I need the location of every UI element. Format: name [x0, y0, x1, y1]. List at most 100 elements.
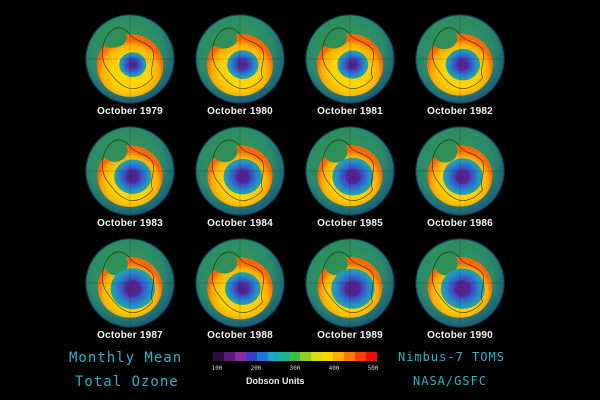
ozone-globe	[85, 14, 175, 104]
scale-tick-label: 200	[250, 365, 262, 372]
ozone-globe	[415, 126, 505, 216]
ozone-panel: October 1982	[408, 12, 512, 120]
scale-tick-label: 300	[289, 365, 301, 372]
scale-swatch	[213, 352, 225, 361]
panel-label: October 1979	[97, 106, 163, 117]
hole-core	[344, 280, 362, 297]
ozone-globe	[85, 126, 175, 216]
ozone-panel: October 1981	[298, 12, 402, 120]
source-line-2: NASA/GSFC	[413, 374, 488, 388]
globe-rim	[85, 238, 175, 328]
ozone-gap	[210, 27, 238, 49]
globe-rim	[305, 14, 395, 104]
ozone-gap	[323, 139, 348, 163]
ozone-globe	[415, 238, 505, 328]
ozone-gap	[434, 251, 458, 276]
ozone-globe	[85, 238, 175, 328]
ozone-panel: October 1988	[188, 236, 292, 344]
scale-swatch	[300, 352, 312, 361]
globe-rim	[305, 126, 395, 216]
scale-swatch	[311, 352, 323, 361]
hole-core	[345, 168, 361, 185]
ozone-globe	[305, 238, 395, 328]
panel-label: October 1985	[317, 218, 383, 229]
ozone-gap	[211, 251, 238, 274]
ozone-panel: October 1979	[78, 12, 182, 120]
ozone-globe	[305, 14, 395, 104]
ozone-gap	[323, 251, 348, 276]
panel-label: October 1988	[207, 330, 273, 341]
scale-tick-label: 500	[367, 365, 379, 372]
ozone-gap	[104, 251, 128, 276]
hole-core	[455, 169, 471, 185]
hole-core	[456, 58, 470, 71]
globe-rim	[195, 126, 285, 216]
globe-rim	[415, 238, 505, 328]
ozone-panel: October 1984	[188, 124, 292, 232]
globe-rim	[415, 14, 505, 104]
scale-swatch	[256, 352, 269, 361]
panel-label: October 1987	[97, 330, 163, 341]
panel-label: October 1989	[317, 330, 383, 341]
panel-label: October 1986	[427, 218, 493, 229]
ozone-panel: October 1986	[408, 124, 512, 232]
panel-label: October 1980	[207, 106, 273, 117]
scale-swatch	[245, 352, 258, 361]
ozone-panel: October 1983	[78, 124, 182, 232]
hole-core	[237, 59, 249, 71]
globe-rim	[305, 238, 395, 328]
scale-swatch	[333, 352, 345, 361]
hole-core	[125, 169, 140, 184]
title-line-1: Monthly Mean	[69, 350, 183, 366]
panel-label: October 1990	[427, 330, 493, 341]
scale-units-label: Dobson Units	[246, 376, 305, 386]
scale-swatch	[322, 352, 334, 361]
ozone-gap	[101, 139, 128, 162]
ozone-globe	[195, 238, 285, 328]
ozone-hole	[119, 52, 147, 78]
hole-core	[236, 282, 250, 296]
ozone-globe	[305, 126, 395, 216]
ozone-gap	[212, 139, 238, 163]
panel-label: October 1983	[97, 218, 163, 229]
hole-core	[128, 59, 138, 70]
ozone-panel: October 1985	[298, 124, 402, 232]
panel-label: October 1984	[207, 218, 273, 229]
ozone-panel: October 1990	[408, 236, 512, 344]
ozone-gap	[98, 27, 127, 48]
scale-tick-label: 400	[328, 365, 340, 372]
scale-swatch	[289, 352, 301, 361]
hole-core	[124, 280, 142, 298]
ozone-panel: October 1987	[78, 236, 182, 344]
globe-rim	[85, 14, 175, 104]
scale-swatch	[344, 352, 356, 361]
source-line-1: Nimbus-7 TOMS	[398, 350, 505, 364]
ozone-globe	[195, 126, 285, 216]
globe-rim	[195, 14, 285, 104]
hole-core	[347, 59, 359, 71]
ozone-map-grid: October 1979	[78, 12, 514, 341]
color-scale-bar	[213, 352, 378, 361]
ozone-panel: October 1989	[298, 236, 402, 344]
panel-label: October 1981	[317, 106, 383, 117]
ozone-gap	[319, 27, 347, 49]
globe-rim	[85, 126, 175, 216]
scale-swatch	[223, 352, 236, 361]
globe-rim	[415, 126, 505, 216]
ozone-gap	[431, 27, 458, 50]
scale-tick-label: 100	[211, 365, 223, 372]
panel-label: October 1982	[427, 106, 493, 117]
ozone-globe	[195, 14, 285, 104]
hole-core	[454, 280, 472, 297]
scale-swatch	[355, 352, 367, 361]
ozone-gap	[432, 139, 458, 163]
scale-swatch	[366, 352, 378, 361]
globe-rim	[195, 238, 285, 328]
title-line-2: Total Ozone	[75, 374, 179, 390]
ozone-globe	[415, 14, 505, 104]
scale-swatch	[278, 352, 291, 361]
scale-swatch	[234, 352, 247, 361]
scale-swatch	[267, 352, 280, 361]
hole-core	[235, 169, 250, 184]
ozone-panel: October 1980	[188, 12, 292, 120]
